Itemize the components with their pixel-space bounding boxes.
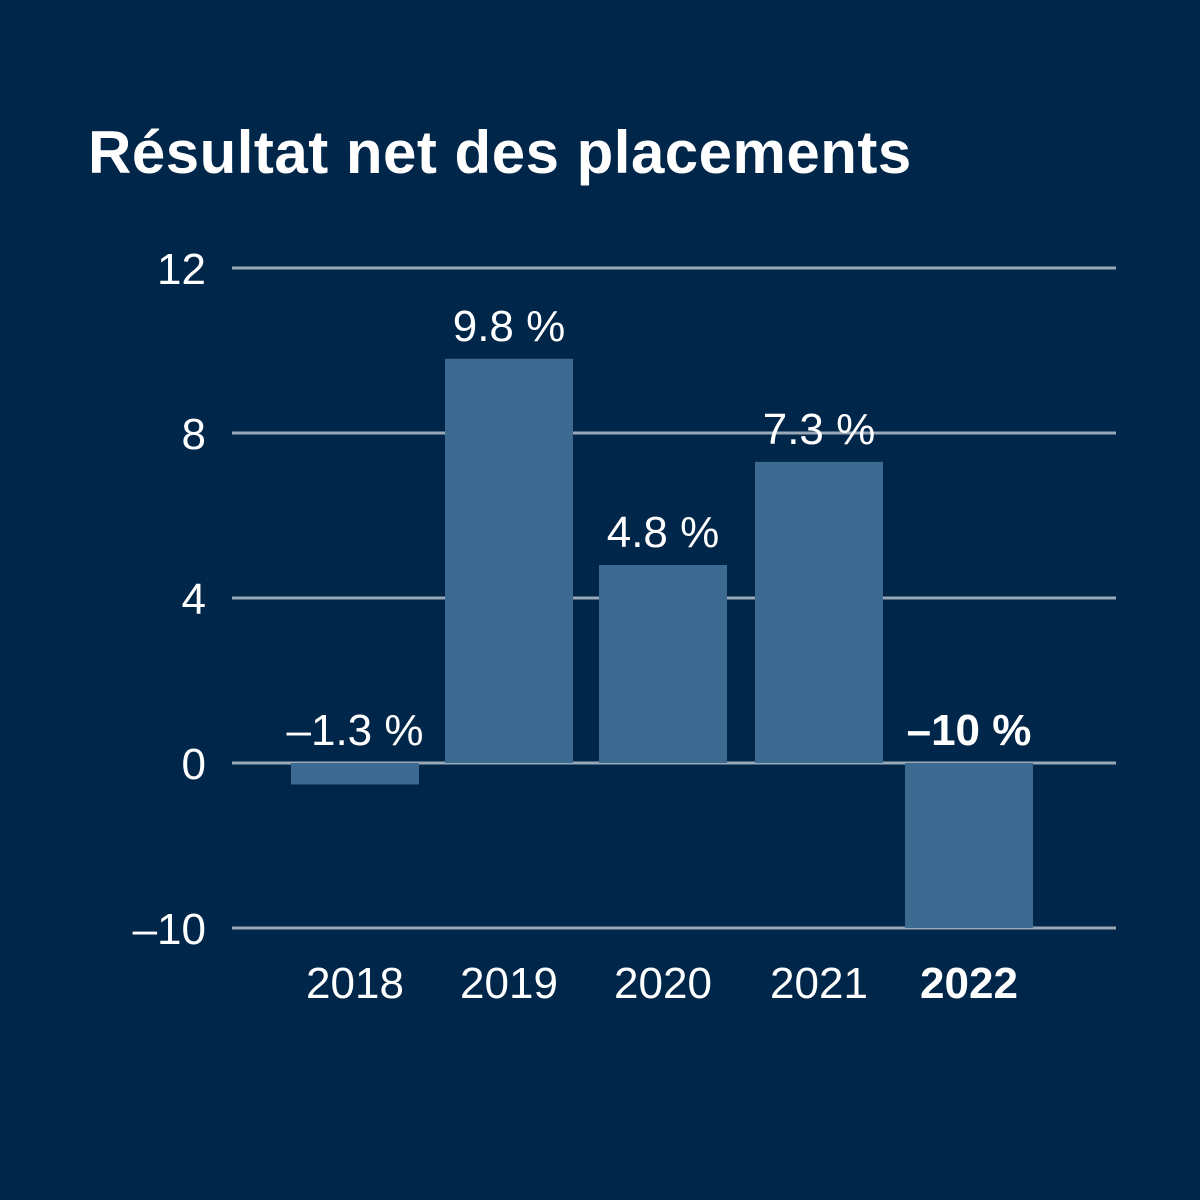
y-tick-label: 8: [182, 410, 206, 459]
bar-2020: [599, 565, 727, 763]
data-label-2020: 4.8 %: [607, 508, 720, 557]
x-tick-label-2022: 2022: [920, 959, 1018, 1008]
x-tick-label-2020: 2020: [614, 959, 712, 1008]
bar-2022: [905, 763, 1033, 928]
y-tick-label: 12: [157, 245, 206, 294]
bar-2018: [291, 763, 419, 785]
y-tick-label: 4: [182, 575, 206, 624]
bar-2019: [445, 358, 573, 763]
data-label-2022: –10 %: [907, 706, 1032, 755]
bar-2021: [755, 461, 883, 763]
x-tick-label-2021: 2021: [770, 959, 868, 1008]
y-tick-label: 0: [182, 740, 206, 789]
data-label-2018: –1.3 %: [287, 706, 424, 755]
x-tick-label-2018: 2018: [306, 959, 404, 1008]
x-tick-label-2019: 2019: [460, 959, 558, 1008]
chart-title: Résultat net des placements: [88, 119, 912, 186]
data-label-2021: 7.3 %: [763, 405, 876, 454]
y-tick-label: –10: [133, 905, 206, 954]
data-label-2019: 9.8 %: [453, 302, 566, 351]
